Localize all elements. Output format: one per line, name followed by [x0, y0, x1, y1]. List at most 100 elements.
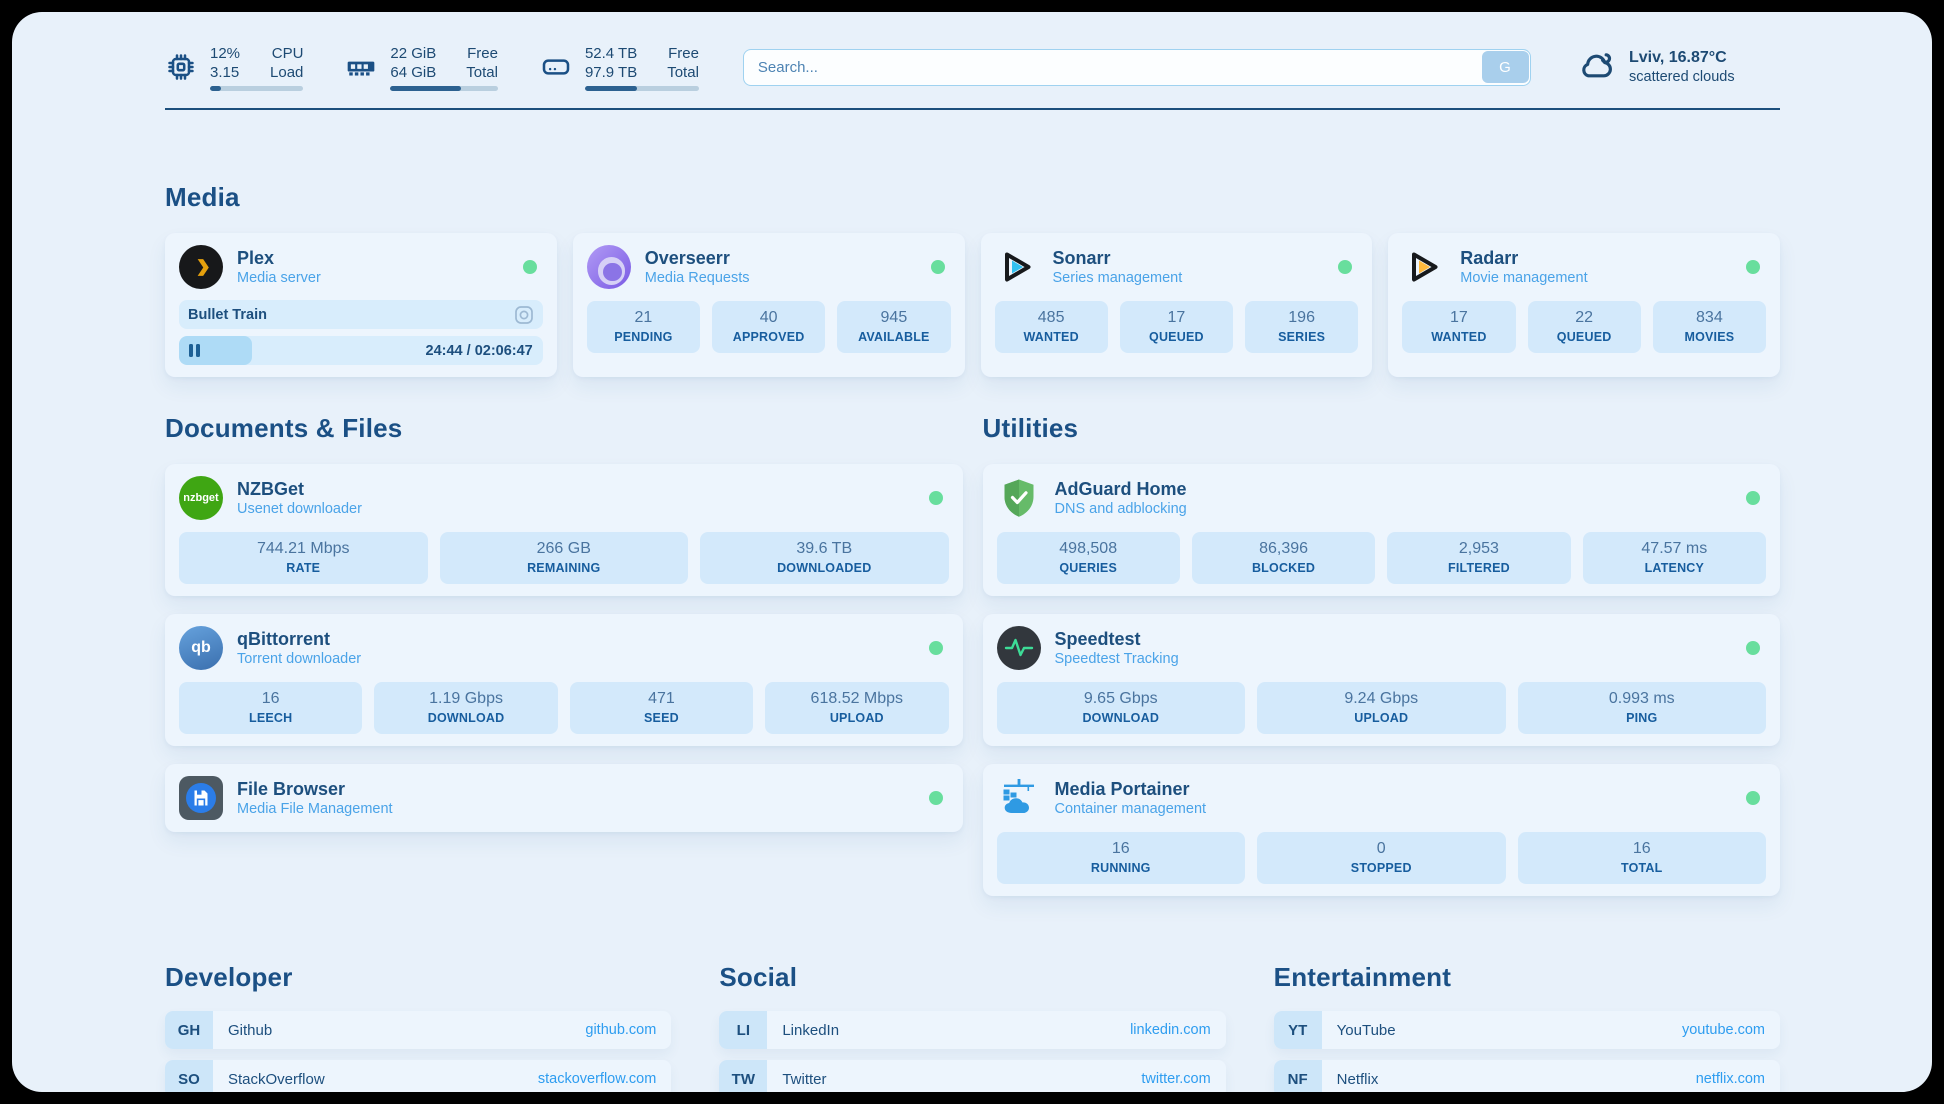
links-section-entertainment: Entertainment YT YouTube youtube.com NF …: [1273, 962, 1780, 1092]
sonarr-icon: [995, 245, 1039, 289]
ram-progress-fill: [390, 85, 462, 91]
disk-total-value: 97.9 TB: [584, 63, 638, 81]
link-url: github.com: [585, 1022, 657, 1038]
app-name: Sonarr: [1052, 247, 1111, 268]
link-url: linkedin.com: [1130, 1022, 1211, 1038]
status-dot: [928, 791, 943, 805]
app-card-overseerr[interactable]: Overseerr Media Requests 21 PENDING 40 A…: [572, 233, 965, 377]
link-name: Twitter: [782, 1070, 827, 1088]
app-subtitle: DNS and adblocking: [1054, 500, 1187, 517]
portainer-docker-icon: [997, 776, 1041, 820]
status-dot: [928, 641, 943, 655]
link-row-twitter[interactable]: TW Twitter twitter.com: [719, 1060, 1226, 1092]
stat-box: 498,508 QUERIES: [996, 532, 1180, 584]
ram-label-1: Free: [467, 44, 498, 62]
status-dot: [1746, 791, 1760, 805]
status-dot: [930, 260, 945, 274]
search-bar: G: [742, 48, 1531, 86]
link-row-stackoverflow[interactable]: SO StackOverflow stackoverflow.com: [165, 1060, 672, 1092]
now-playing-title: Bullet Train: [188, 306, 267, 323]
app-name: Plex: [237, 247, 275, 268]
cpu-progress-track: [210, 85, 304, 91]
link-abbr: NF: [1273, 1060, 1322, 1092]
section-title-utilities: Utilities: [982, 413, 1079, 443]
radarr-icon: [1402, 245, 1446, 289]
section-title-entertainment: Entertainment: [1273, 962, 1452, 992]
stat-box: 0.993 ms PING: [1517, 682, 1766, 734]
filebrowser-icon: [179, 776, 223, 820]
link-url: twitter.com: [1141, 1071, 1211, 1087]
app-card-speedtest[interactable]: Speedtest Speedtest Tracking 9.65 Gbps D…: [982, 614, 1780, 746]
stat-box: 40 APPROVED: [712, 301, 826, 353]
app-subtitle: Usenet downloader: [237, 500, 362, 517]
stat-box: 86,396 BLOCKED: [1191, 532, 1376, 584]
app-card-qbittorrent[interactable]: qb qBittorrent Torrent downloader 16: [165, 614, 963, 746]
link-abbr: YT: [1273, 1011, 1322, 1049]
stat-box: 21 PENDING: [586, 301, 700, 353]
link-abbr: TW: [719, 1060, 768, 1092]
app-name: qBittorrent: [237, 628, 330, 649]
cpu-usage-value: 12%: [210, 44, 241, 62]
cpu-load-value: 3.15: [210, 63, 240, 81]
status-dot: [1746, 260, 1760, 274]
stat-box: 471 SEED: [569, 682, 754, 734]
section-title-media: Media: [165, 182, 240, 212]
dashboard-panel: 12% CPU 3.15 Load: [12, 12, 1932, 1092]
search-engine-button[interactable]: G: [1481, 51, 1529, 83]
stat-box: 266 GB REMAINING: [439, 532, 688, 584]
stat-box: 196 SERIES: [1245, 301, 1359, 353]
links-section-social: Social LI LinkedIn linkedin.com TW Twitt…: [719, 962, 1226, 1092]
link-row-youtube[interactable]: YT YouTube youtube.com: [1273, 1011, 1780, 1049]
search-input[interactable]: [742, 48, 1531, 86]
stat-box: 17 QUEUED: [1119, 301, 1233, 353]
app-name: AdGuard Home: [1054, 478, 1187, 499]
speedtest-icon: [996, 626, 1041, 670]
stat-box: 834 MOVIES: [1652, 301, 1766, 353]
disk-progress-fill: [584, 85, 638, 91]
app-card-adguard[interactable]: AdGuard Home DNS and adblocking 498,508 …: [982, 464, 1780, 596]
disk-label-1: Free: [668, 44, 699, 62]
stat-box: 47.57 ms LATENCY: [1582, 532, 1766, 584]
adguard-icon: [997, 476, 1041, 520]
stat-box: 9.65 Gbps DOWNLOAD: [996, 682, 1245, 734]
link-row-linkedin[interactable]: LI LinkedIn linkedin.com: [719, 1011, 1226, 1049]
stat-box: 16 LEECH: [179, 682, 363, 734]
stat-box: 945 AVAILABLE: [837, 301, 951, 353]
app-card-filebrowser[interactable]: File Browser Media File Management: [165, 764, 963, 832]
link-name: StackOverflow: [228, 1070, 325, 1088]
app-card-radarr[interactable]: Radarr Movie management 17 WANTED 22 QUE…: [1388, 233, 1780, 377]
app-subtitle: Media Requests: [644, 269, 750, 286]
session-disc-icon[interactable]: [514, 305, 534, 325]
status-dot: [522, 260, 537, 274]
link-name: Netflix: [1336, 1070, 1379, 1088]
app-subtitle: Media File Management: [237, 800, 393, 817]
app-card-portainer[interactable]: Media Portainer Container management 16 …: [982, 764, 1780, 896]
cpu-label-1: CPU: [271, 44, 304, 62]
link-row-github[interactable]: GH Github github.com: [165, 1011, 672, 1049]
app-card-plex[interactable]: Plex Media server Bullet Train: [165, 233, 557, 377]
link-abbr: LI: [719, 1011, 768, 1049]
stat-box: 9.24 Gbps UPLOAD: [1257, 682, 1506, 734]
section-title-documents: Documents & Files: [165, 413, 403, 443]
app-subtitle: Movie management: [1460, 269, 1588, 286]
stat-box: 22 QUEUED: [1527, 301, 1641, 353]
app-subtitle: Series management: [1052, 269, 1183, 286]
app-subtitle: Speedtest Tracking: [1054, 650, 1179, 667]
stat-box: 618.52 Mbps UPLOAD: [765, 682, 949, 734]
link-name: YouTube: [1336, 1021, 1396, 1039]
disk-progress-track: [584, 85, 699, 91]
plex-icon: [179, 245, 223, 289]
link-url: youtube.com: [1681, 1022, 1765, 1038]
pause-icon: [189, 344, 200, 357]
ram-free-value: 22 GiB: [390, 44, 437, 62]
cloud-icon: [1575, 45, 1615, 90]
links-section-developer: Developer GH Github github.com SO StackO…: [165, 962, 672, 1092]
link-row-netflix[interactable]: NF Netflix netflix.com: [1273, 1060, 1780, 1092]
stat-box: 16 RUNNING: [996, 832, 1245, 884]
playback-progress: 24:44 / 02:06:47: [179, 336, 543, 365]
nzbget-icon: nzbget: [179, 476, 223, 520]
ram-stat: 22 GiB Free 64 GiB Total: [345, 44, 498, 91]
app-card-nzbget[interactable]: nzbget NZBGet Usenet downloader 744.21 M…: [165, 464, 963, 596]
stat-box: 485 WANTED: [994, 301, 1108, 353]
app-card-sonarr[interactable]: Sonarr Series management 485 WANTED 17 Q…: [980, 233, 1373, 377]
